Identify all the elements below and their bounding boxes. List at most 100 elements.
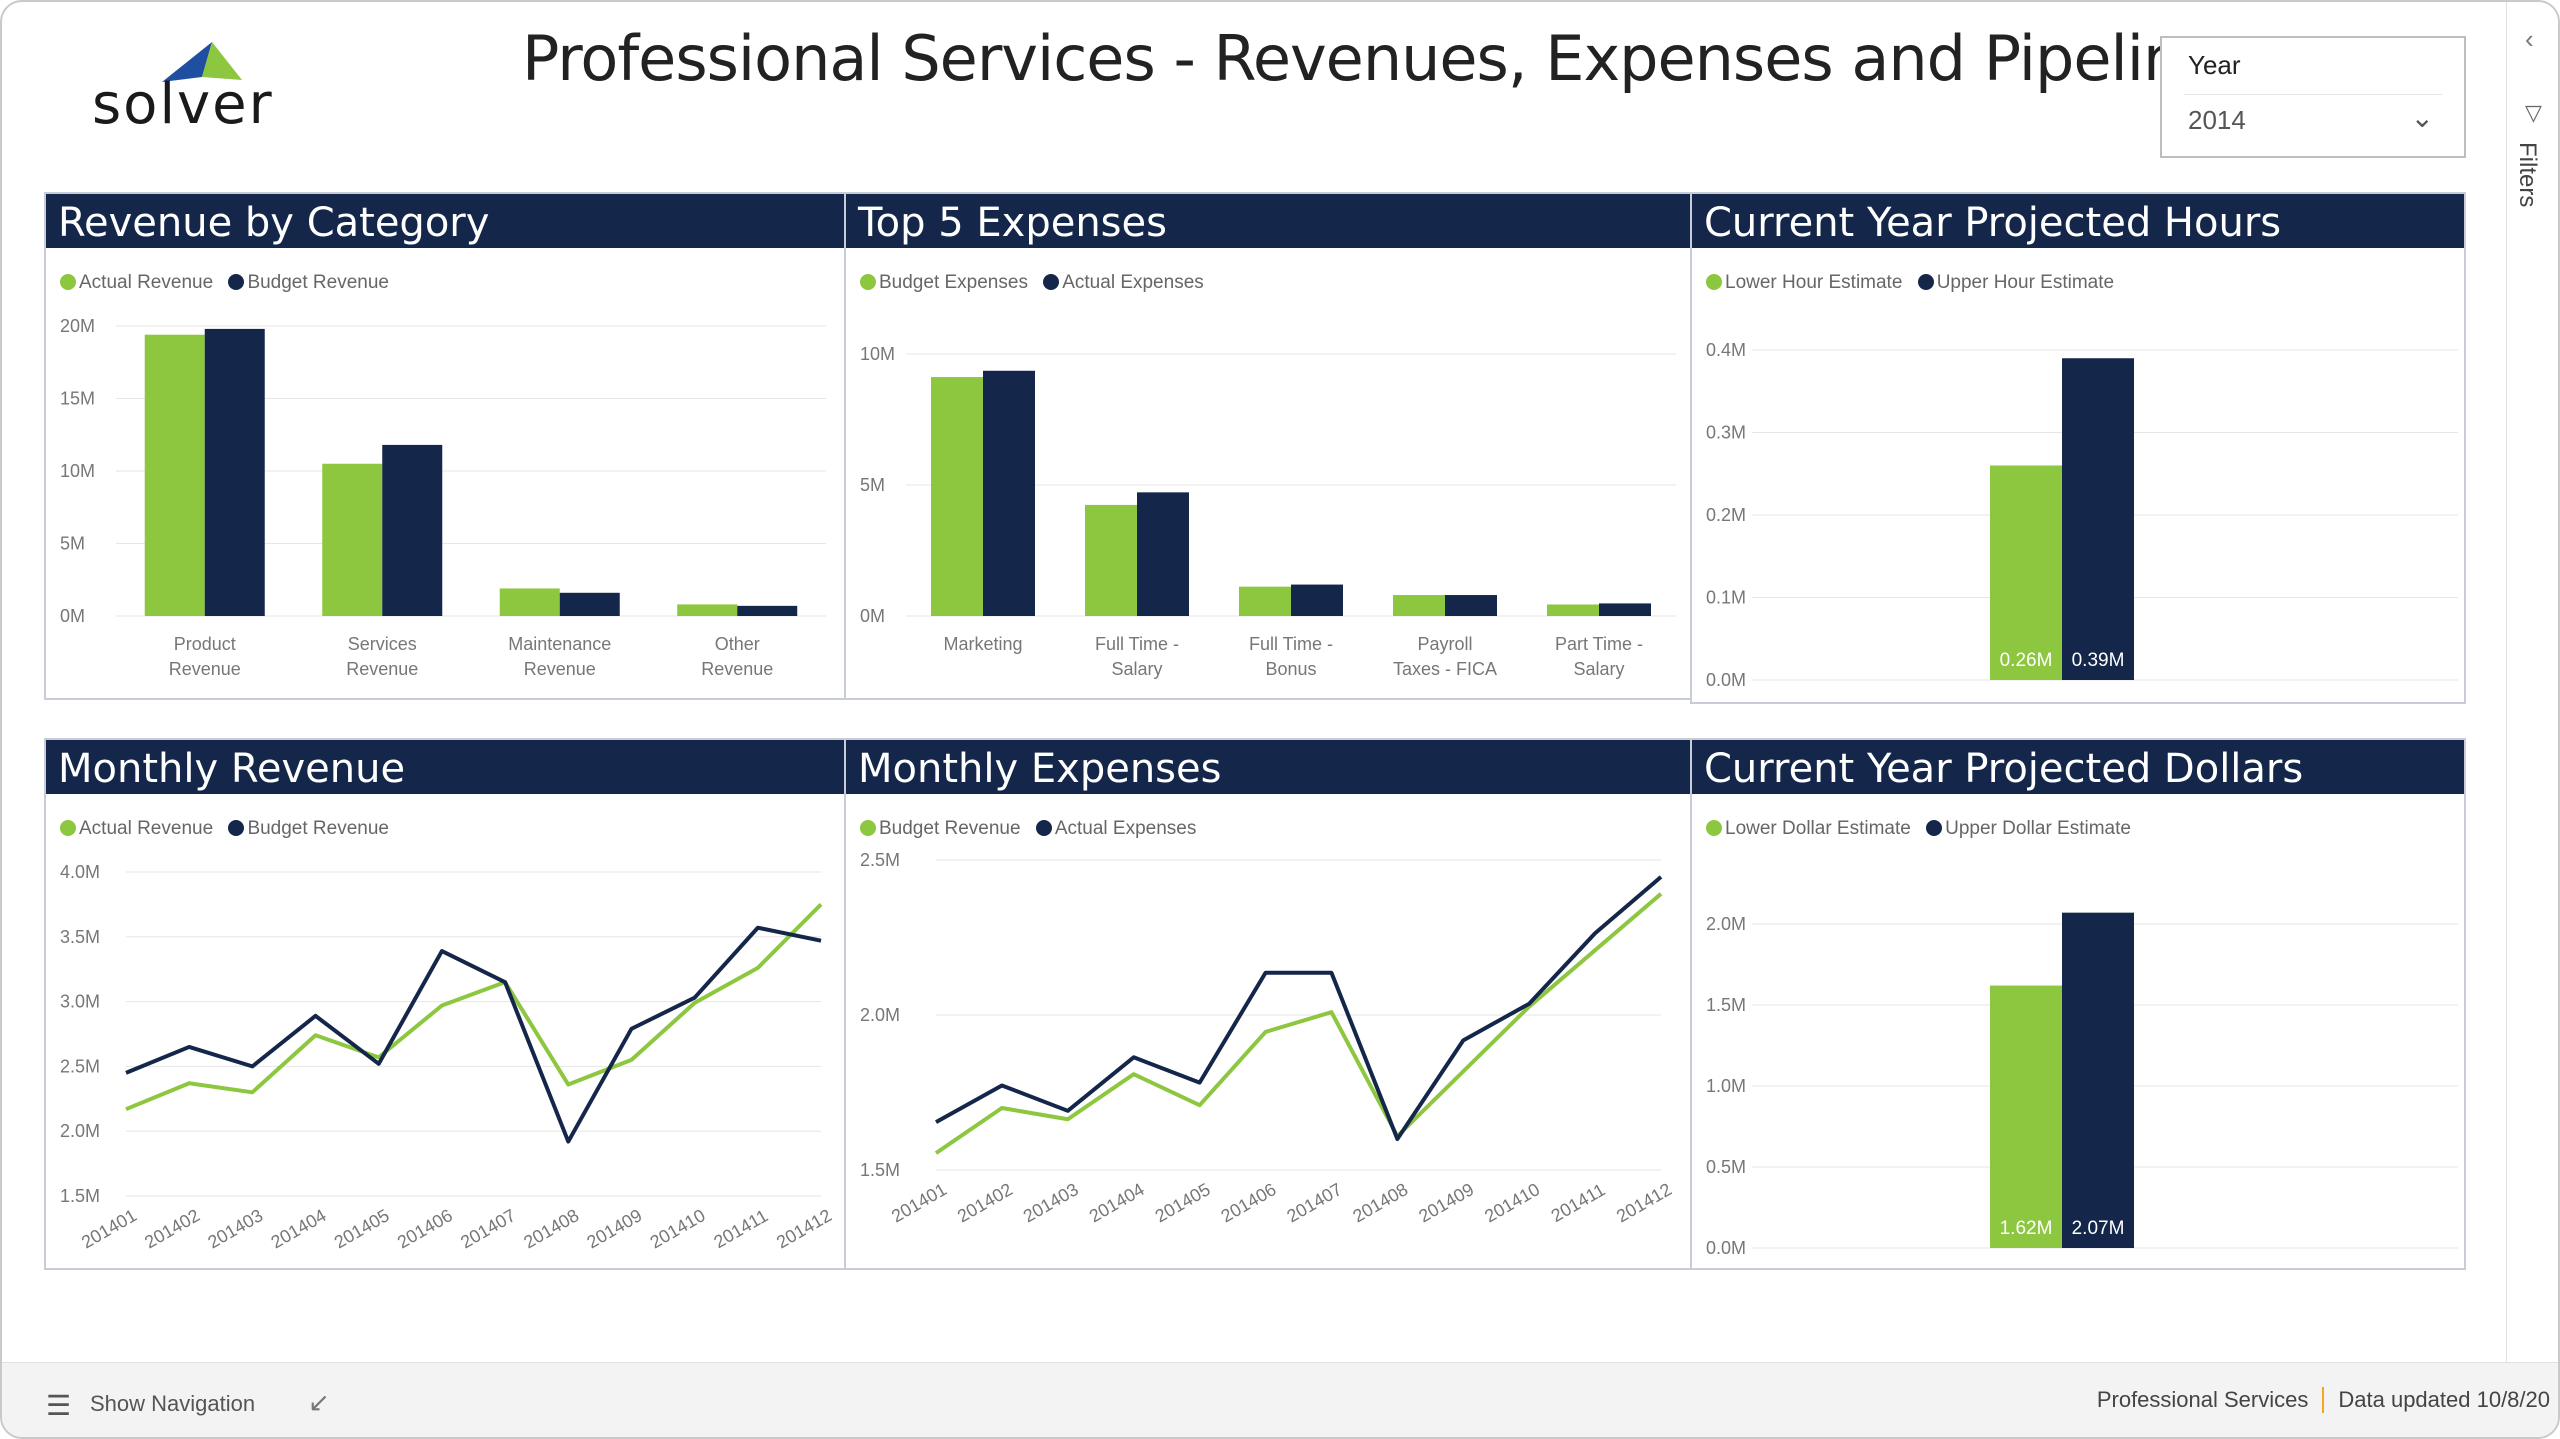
collapse-icon[interactable]: ↙ — [308, 1387, 330, 1417]
year-dropdown[interactable]: 2014 ⌄ — [2184, 94, 2442, 141]
revenue-by-category-panel[interactable]: Revenue by Category Actual Revenue Budge… — [44, 192, 848, 700]
hamburger-icon[interactable]: ☰ — [46, 1390, 72, 1421]
x-category-label: Marketing — [943, 634, 1022, 654]
projected-dollars-panel[interactable]: Current Year Projected Dollars Lower Dol… — [1690, 738, 2466, 1270]
x-category-label: Other — [715, 634, 760, 654]
bar — [144, 334, 205, 616]
y-tick-label: 3.5M — [60, 927, 100, 947]
panel-title: Top 5 Expenses — [858, 200, 1167, 246]
year-slicer[interactable]: Year 2014 ⌄ — [2160, 36, 2466, 158]
x-category-label: Revenue — [701, 659, 773, 679]
x-tick-label: 201408 — [520, 1205, 582, 1252]
y-tick-label: 1.5M — [1706, 995, 1746, 1015]
panel-title: Monthly Revenue — [58, 746, 406, 792]
chevron-left-icon[interactable]: ‹ — [2525, 24, 2534, 54]
y-tick-label: 0.2M — [1706, 505, 1746, 525]
revenue-by-category-chart: 0M 5M 10M 15M 20M Product Revenue Services Reven… — [60, 316, 826, 679]
series-line — [935, 875, 1663, 1141]
x-tick-label: 201412 — [1613, 1179, 1675, 1226]
x-tick-label: 201405 — [1152, 1179, 1214, 1226]
x-tick-label: 201403 — [204, 1205, 266, 1252]
footer-separator — [2322, 1387, 2325, 1413]
y-tick-label: 0.4M — [1706, 340, 1746, 360]
panel-header: Current Year Projected Hours — [1692, 194, 2464, 248]
panel-header: Top 5 Expenses — [846, 194, 1690, 248]
series-line — [934, 892, 1663, 1155]
legend-label: Actual Expenses — [1062, 272, 1204, 293]
bar — [2062, 358, 2134, 680]
y-tick-label: 1.5M — [60, 1186, 100, 1206]
x-category-label: Revenue — [346, 659, 418, 679]
legend-label: Lower Hour Estimate — [1725, 272, 1903, 293]
projected-hours-panel[interactable]: Current Year Projected Hours Lower Hour … — [1690, 192, 2466, 704]
panel-header: Revenue by Category — [46, 194, 846, 248]
year-dropdown-value: 2014 — [2188, 105, 2246, 135]
bar — [1990, 465, 2062, 680]
bar — [1445, 595, 1497, 616]
legend-dot-navy — [228, 820, 245, 836]
x-tick-label: 201406 — [1218, 1179, 1280, 1226]
bar — [1291, 584, 1343, 616]
data-label: 2.07M — [2072, 1218, 2125, 1239]
y-tick-label: 4.0M — [60, 862, 100, 882]
y-tick-label: 10M — [60, 461, 95, 481]
status-bar: ☰ Show Navigation ↙ Professional Service… — [2, 1362, 2558, 1437]
legend-label: Actual Expenses — [1054, 818, 1197, 839]
panel-header: Monthly Expenses — [846, 740, 1690, 794]
filter-icon: ▽ — [2525, 100, 2542, 125]
y-tick-label: 0.0M — [1706, 670, 1746, 690]
chevron-down-icon: ⌄ — [2410, 102, 2434, 133]
legend-dot-navy — [1043, 274, 1060, 290]
panel-title: Current Year Projected Dollars — [1704, 746, 2304, 792]
x-tick-label: 201401 — [888, 1179, 950, 1226]
legend-label: Lower Dollar Estimate — [1725, 818, 1911, 839]
y-tick-label: 1.5M — [860, 1160, 900, 1180]
series-line — [125, 902, 823, 1112]
y-tick-label: 2.0M — [1706, 914, 1746, 934]
bar — [1990, 985, 2062, 1248]
legend-label: Budget Revenue — [247, 272, 389, 293]
legend-dot-navy — [1917, 274, 1934, 290]
monthly-expenses-panel[interactable]: Monthly Expenses Budget Revenue Actual E… — [844, 738, 1692, 1270]
panel-title: Monthly Expenses — [858, 746, 1222, 792]
x-category-label: Bonus — [1265, 659, 1316, 679]
top-5-expenses-panel[interactable]: Top 5 Expenses Budget Expenses Actual Ex… — [844, 192, 1692, 700]
legend-dot-green — [1706, 820, 1722, 836]
bar — [499, 588, 560, 616]
data-label: 0.26M — [2000, 650, 2053, 671]
data-label: 1.62M — [2000, 1218, 2053, 1239]
y-tick-label: 2.5M — [60, 1056, 100, 1076]
x-tick-label: 201404 — [1086, 1179, 1148, 1226]
legend-dot-green — [860, 274, 876, 290]
bar — [931, 377, 983, 616]
y-tick-label: 10M — [860, 344, 895, 364]
legend-dot-green — [1706, 274, 1722, 290]
x-tick-label: 201401 — [78, 1205, 140, 1252]
monthly-revenue-panel[interactable]: Monthly Revenue Actual Revenue Budget Re… — [44, 738, 848, 1270]
bar — [322, 463, 383, 616]
x-tick-label: 201410 — [1481, 1179, 1543, 1226]
panel-header: Current Year Projected Dollars — [1692, 740, 2464, 794]
bar — [983, 370, 1035, 616]
chart-legend: Actual Revenue Budget Revenue — [60, 818, 399, 840]
filters-pane[interactable]: ‹ ▽ Filters — [2506, 2, 2558, 1362]
show-navigation-button[interactable]: Show Navigation — [90, 1391, 256, 1416]
legend-label: Budget Revenue — [879, 818, 1021, 839]
y-tick-label: 0.1M — [1706, 588, 1746, 608]
bar — [382, 444, 443, 616]
data-label: 0.39M — [2072, 650, 2125, 671]
chart-legend: Actual Revenue Budget Revenue — [60, 272, 399, 294]
legend-dot-navy — [1926, 820, 1943, 836]
x-category-label: Salary — [1111, 659, 1162, 679]
x-tick-label: 201410 — [647, 1205, 709, 1252]
filters-label[interactable]: Filters — [2514, 142, 2541, 208]
bar — [737, 605, 798, 616]
x-tick-label: 201412 — [773, 1205, 835, 1252]
y-tick-label: 0.0M — [1706, 1238, 1746, 1258]
x-tick-label: 201407 — [1283, 1179, 1345, 1226]
legend-dot-green — [60, 274, 76, 290]
y-tick-label: 0M — [860, 606, 885, 626]
legend-dot-navy — [228, 274, 245, 290]
